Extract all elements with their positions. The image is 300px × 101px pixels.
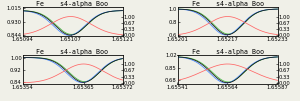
Title: Fe    s4-alpha_Boo: Fe s4-alpha_Boo [191,0,263,7]
Title: Fe    s4-alpha_Boo: Fe s4-alpha_Boo [191,48,263,55]
Title: Fe    s4-alpha_Boo: Fe s4-alpha_Boo [37,48,109,55]
Title: Fe    s4-alpha_Boo: Fe s4-alpha_Boo [37,0,109,7]
